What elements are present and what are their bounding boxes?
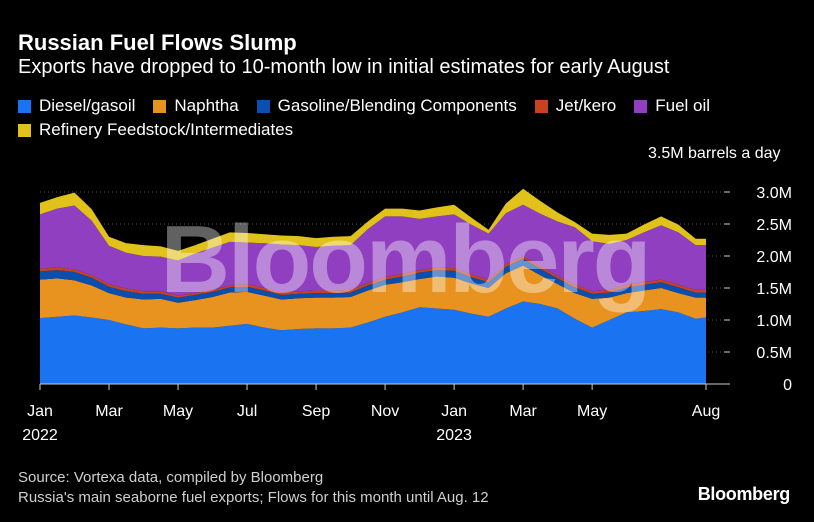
legend: Diesel/gasoil Naphtha Gasoline/Blending … xyxy=(18,94,798,142)
x-tick-label: Jan xyxy=(441,403,467,420)
area-fuel-oil xyxy=(40,204,706,296)
legend-item-feedstock: Refinery Feedstock/Intermediates xyxy=(18,120,293,140)
legend-label-diesel: Diesel/gasoil xyxy=(39,96,136,115)
chart-subtitle: Exports have dropped to 10-month low in … xyxy=(18,56,670,78)
legend-row-1: Diesel/gasoil Naphtha Gasoline/Blending … xyxy=(18,94,798,118)
y-tick-label: 1.0M xyxy=(756,313,792,330)
legend-swatch-diesel xyxy=(18,99,31,113)
legend-label-gasoline: Gasoline/Blending Components xyxy=(277,96,517,115)
legend-row-2: Refinery Feedstock/Intermediates xyxy=(18,118,798,142)
source-note: Source: Vortexa data, compiled by Bloomb… xyxy=(18,468,489,508)
x-tick-label: Mar xyxy=(509,403,537,420)
bloomberg-logo: Bloomberg xyxy=(697,484,791,504)
area-jet-kero xyxy=(40,256,706,298)
area-refinery-feedstock-intermediates xyxy=(40,188,706,261)
legend-item-diesel: Diesel/gasoil xyxy=(18,96,135,116)
x-tick-label: Aug xyxy=(692,403,720,420)
chart-title: Russian Fuel Flows Slump xyxy=(18,30,297,55)
legend-item-naphtha: Naphtha xyxy=(153,96,239,116)
x-tick-label: Jan xyxy=(27,403,53,420)
legend-swatch-fuel-oil xyxy=(634,99,648,113)
x-tick-label: Nov xyxy=(371,403,399,420)
area-diesel-gasoil xyxy=(40,301,706,384)
y-tick-label: 2.0M xyxy=(756,249,792,266)
legend-swatch-feedstock xyxy=(18,123,31,137)
source-line-2: Russia's main seaborne fuel exports; Flo… xyxy=(18,489,489,506)
legend-label-jet: Jet/kero xyxy=(555,96,617,115)
x-tick-year-label: 2023 xyxy=(436,427,472,444)
x-tick-label: Jul xyxy=(237,403,257,420)
legend-item-gasoline: Gasoline/Blending Components xyxy=(256,96,517,116)
unit-label: 3.5M barrels a day xyxy=(648,145,781,162)
x-tick-label: May xyxy=(163,403,193,420)
y-tick-label: 2.5M xyxy=(756,217,792,234)
watermark: Bloomberg xyxy=(161,206,650,313)
x-tick-label: May xyxy=(577,403,607,420)
y-tick-label: 3.0M xyxy=(756,185,792,202)
legend-item-jet: Jet/kero xyxy=(534,96,617,116)
y-tick-label: 0 xyxy=(783,377,792,394)
legend-label-fuel-oil: Fuel oil xyxy=(655,96,711,115)
x-tick-label: Sep xyxy=(302,403,331,420)
legend-swatch-naphtha xyxy=(153,99,167,113)
legend-swatch-jet xyxy=(534,99,548,113)
legend-swatch-gasoline xyxy=(256,99,270,113)
legend-label-naphtha: Naphtha xyxy=(174,96,239,115)
x-tick-label: Mar xyxy=(95,403,123,420)
legend-label-feedstock: Refinery Feedstock/Intermediates xyxy=(39,120,294,139)
y-tick-label: 1.5M xyxy=(756,281,792,298)
area-gasoline-blending-components xyxy=(40,258,706,303)
source-line-1: Source: Vortexa data, compiled by Bloomb… xyxy=(18,469,324,486)
legend-item-fuel-oil: Fuel oil xyxy=(634,96,710,116)
x-tick-year-label: 2022 xyxy=(22,427,58,444)
y-tick-label: 0.5M xyxy=(756,345,792,362)
area-naphtha xyxy=(40,265,706,331)
